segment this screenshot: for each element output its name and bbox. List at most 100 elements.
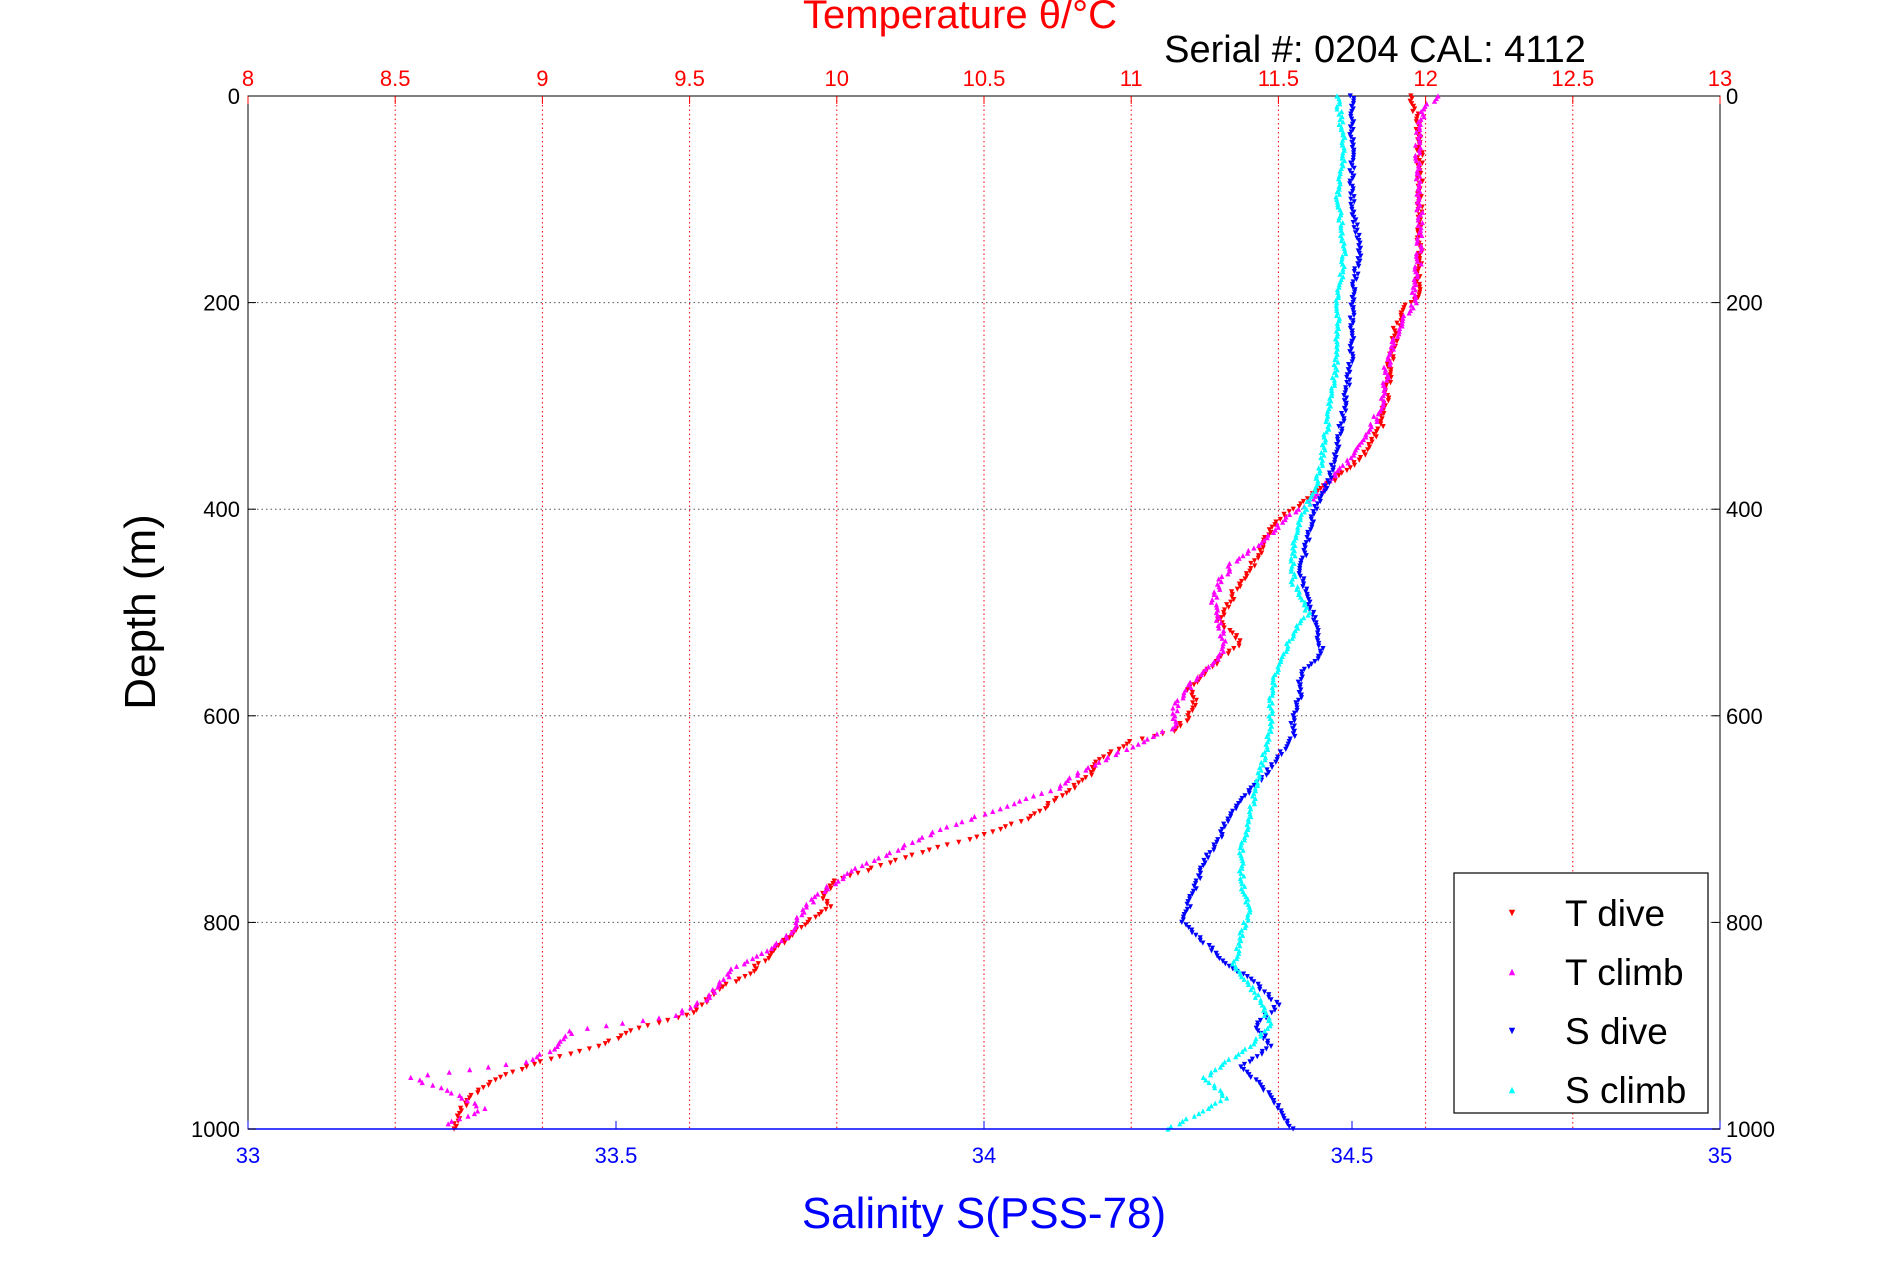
data-point <box>510 1069 516 1075</box>
data-point <box>1211 1082 1217 1088</box>
data-point <box>1259 751 1266 758</box>
data-point <box>1328 398 1334 404</box>
data-point <box>1269 692 1275 698</box>
data-point <box>768 945 775 951</box>
data-point <box>1290 630 1297 636</box>
data-point <box>755 961 761 967</box>
data-point <box>754 953 760 959</box>
data-point <box>1417 137 1423 143</box>
data-point <box>1260 1087 1266 1093</box>
legend-label: S dive <box>1565 1011 1668 1052</box>
data-point <box>1317 467 1323 474</box>
data-point <box>596 1043 602 1049</box>
data-point <box>1347 124 1354 130</box>
data-point <box>1336 315 1343 321</box>
data-point <box>492 1077 499 1083</box>
data-point <box>859 862 865 869</box>
data-point <box>1089 772 1095 778</box>
data-point <box>1291 718 1298 724</box>
data-point <box>1344 380 1350 386</box>
data-point <box>1335 359 1341 365</box>
data-point <box>1219 635 1225 641</box>
data-point <box>425 1072 431 1078</box>
data-point <box>1365 429 1372 435</box>
data-point <box>1334 300 1340 306</box>
data-point <box>823 906 829 913</box>
data-point <box>1066 788 1072 794</box>
data-point <box>1208 1103 1214 1109</box>
data-point <box>1353 276 1360 282</box>
data-point <box>1348 134 1354 140</box>
data-point <box>1339 139 1345 146</box>
data-point <box>1236 948 1242 954</box>
data-point <box>1321 452 1327 458</box>
data-point <box>1418 132 1424 138</box>
data-point <box>1335 201 1341 208</box>
data-point <box>471 1110 478 1117</box>
data-point <box>1288 558 1294 564</box>
data-point <box>1414 271 1421 277</box>
data-point <box>1076 780 1082 786</box>
data-point <box>430 1082 436 1088</box>
data-point <box>1336 186 1342 192</box>
data-point <box>1297 516 1304 523</box>
legend: T dive T climb S dive S climb <box>1453 872 1709 1114</box>
data-point <box>1139 736 1145 742</box>
data-point <box>1341 245 1347 251</box>
data-point <box>721 976 727 982</box>
data-point <box>1233 635 1239 641</box>
data-point <box>766 955 772 962</box>
data-point <box>824 901 830 907</box>
data-point <box>1051 798 1058 804</box>
data-point <box>603 1023 609 1029</box>
data-point <box>1351 462 1358 468</box>
data-point <box>1234 586 1240 592</box>
data-point <box>665 1017 671 1024</box>
data-point <box>1295 527 1301 533</box>
data-point <box>519 1067 525 1073</box>
data-point <box>1225 651 1231 657</box>
data-point <box>1421 114 1427 120</box>
series-s-climb <box>1165 93 1349 1132</box>
data-point <box>751 968 757 975</box>
data-point <box>554 1043 560 1049</box>
data-point <box>1220 630 1227 636</box>
data-point <box>801 909 807 915</box>
top-tick-label: 10.5 <box>963 66 1006 91</box>
data-point <box>1329 374 1336 381</box>
data-point <box>704 997 710 1003</box>
data-point <box>1271 1100 1277 1106</box>
data-point <box>497 1074 504 1080</box>
data-point <box>1237 930 1243 936</box>
top-tick-label: 8.5 <box>380 66 411 91</box>
data-point <box>1213 602 1220 608</box>
y-axis-label: Depth (m) <box>116 514 165 710</box>
data-point <box>1170 715 1176 721</box>
top-tick-label: 11.5 <box>1258 66 1299 91</box>
data-point <box>1292 573 1298 579</box>
data-point <box>1239 881 1245 887</box>
data-point <box>1221 612 1227 618</box>
data-point <box>1385 372 1391 378</box>
data-point <box>1074 772 1081 778</box>
data-point <box>1189 708 1195 714</box>
data-point <box>1363 431 1369 437</box>
data-point <box>1008 821 1014 827</box>
data-point <box>711 989 718 995</box>
data-point <box>883 852 890 858</box>
data-point <box>1225 819 1231 825</box>
data-point <box>1344 467 1350 474</box>
data-point <box>967 837 973 843</box>
data-point <box>1339 152 1346 158</box>
data-point <box>895 847 901 853</box>
data-point <box>408 1074 414 1080</box>
data-point <box>1414 147 1420 153</box>
data-point <box>523 1064 530 1070</box>
data-point <box>706 992 712 998</box>
data-point <box>1305 612 1311 618</box>
data-point <box>1333 302 1339 308</box>
data-point <box>928 831 934 838</box>
data-point <box>1217 586 1223 592</box>
data-point <box>1320 646 1326 652</box>
data-point <box>844 870 850 876</box>
